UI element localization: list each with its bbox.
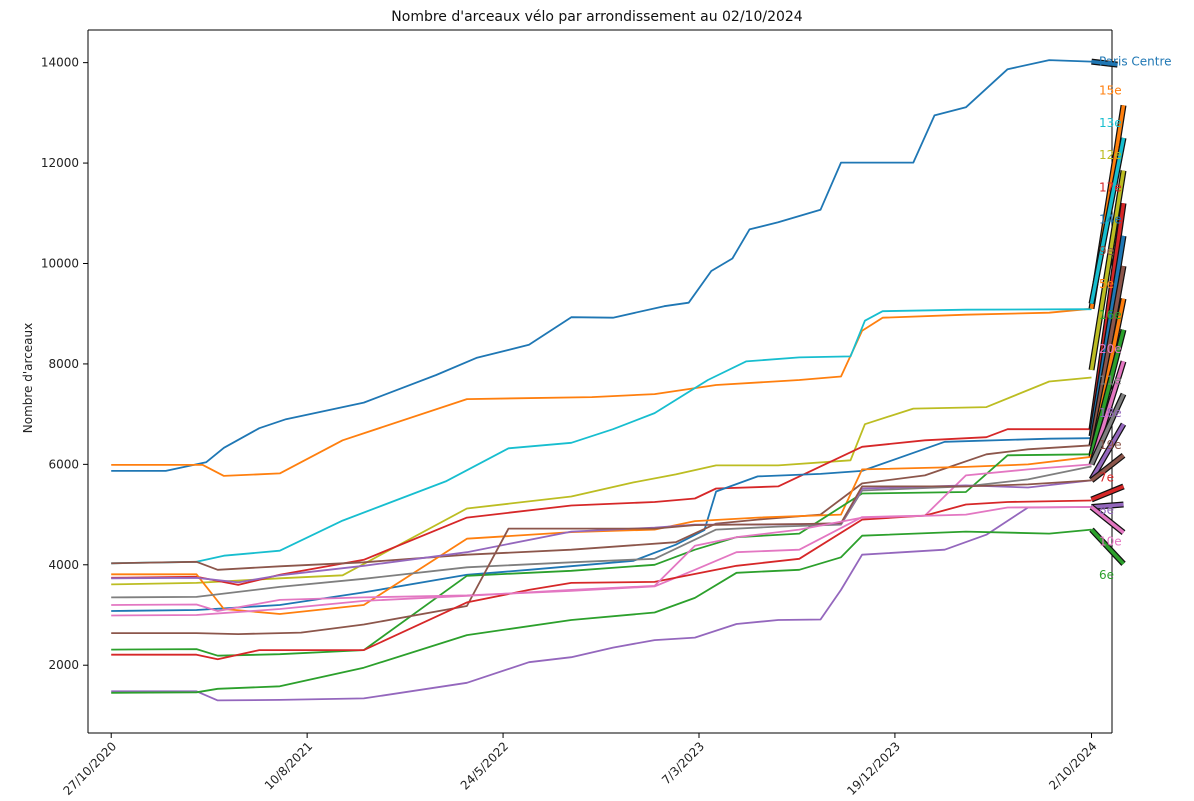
series-line-9e — [111, 444, 1092, 571]
series-label-11e: 11e — [1099, 373, 1122, 387]
label-bar-11e — [1089, 393, 1126, 466]
series-label-8e: 8e — [1099, 503, 1114, 517]
series-line-6e — [111, 528, 1092, 694]
label-bar-7e — [1090, 484, 1125, 502]
series-label-15e: 15e — [1099, 83, 1122, 97]
x-tick-label: 27/10/2020 — [61, 739, 120, 798]
series-line-19e — [111, 479, 1092, 635]
series-line-13e — [111, 308, 1092, 565]
series-label-7e: 7e — [1099, 470, 1114, 484]
series-line-15e — [111, 307, 1092, 477]
series-label-19e: 19e — [1099, 438, 1122, 452]
y-tick-label: 2000 — [48, 658, 79, 672]
plot-area — [111, 59, 1092, 702]
y-axis-label: Nombre d'arceaux — [21, 323, 35, 433]
series-line-16e — [111, 453, 1092, 657]
series-label-13e: 13e — [1099, 116, 1122, 130]
series-line-paris-centre — [111, 59, 1092, 472]
series-label-9e: 9e — [1099, 244, 1114, 258]
axes: 2000 4000 6000 8000 10000 12000 14000 27/10/202… — [41, 29, 1113, 798]
label-bar-10e — [1090, 505, 1125, 535]
chart-title: Nombre d'arceaux vélo par arrondissement… — [391, 9, 803, 25]
series-line-14e — [111, 437, 1092, 612]
label-bar-12e — [1089, 170, 1126, 371]
y-tick-label: 12000 — [41, 156, 79, 170]
y-tick-label: 4000 — [48, 558, 79, 572]
series-labels: Paris Centre 15e 13e 12e 17e 14e 9e 5e 16e 20e 11e… — [1088, 55, 1172, 582]
series-label-10e: 10e — [1099, 535, 1122, 549]
series-label-20e: 20e — [1099, 342, 1122, 356]
series-line-12e — [111, 376, 1092, 586]
series-label-17e: 17e — [1099, 181, 1122, 195]
label-bar-paris-centre — [1091, 59, 1118, 67]
series-label-16e: 16e — [1099, 308, 1122, 322]
x-tick-label: 2/10/2024 — [1046, 739, 1099, 792]
x-tick-label: 10/8/2021 — [262, 739, 315, 792]
label-bar-18e — [1090, 423, 1126, 481]
series-label-5e: 5e — [1099, 277, 1114, 291]
series-label-18e: 18e — [1099, 406, 1122, 420]
series-label-6e: 6e — [1099, 568, 1114, 582]
series-line-10e — [111, 506, 1092, 617]
label-bar-8e — [1091, 502, 1124, 509]
series-line-8e — [111, 506, 1092, 702]
series-label-12e: 12e — [1099, 148, 1122, 162]
series-line-5e — [111, 455, 1092, 615]
series-label-paris-centre: Paris Centre — [1099, 55, 1172, 69]
series-line-7e — [111, 499, 1092, 661]
y-tick-label: 8000 — [48, 357, 79, 371]
label-bar-16e — [1089, 329, 1126, 455]
series-line-17e — [111, 428, 1092, 586]
label-bar-19e — [1090, 453, 1125, 482]
label-bar-13e — [1089, 137, 1126, 304]
x-tick-label: 24/5/2022 — [458, 739, 511, 792]
y-tick-label: 10000 — [41, 256, 79, 270]
x-tick-label: 7/3/2023 — [659, 739, 707, 787]
y-tick-label: 14000 — [41, 56, 79, 70]
y-tick-label: 6000 — [48, 457, 79, 471]
x-tick-label: 19/12/2023 — [844, 739, 903, 798]
label-bar-6e — [1090, 528, 1125, 565]
series-label-14e: 14e — [1099, 212, 1122, 226]
